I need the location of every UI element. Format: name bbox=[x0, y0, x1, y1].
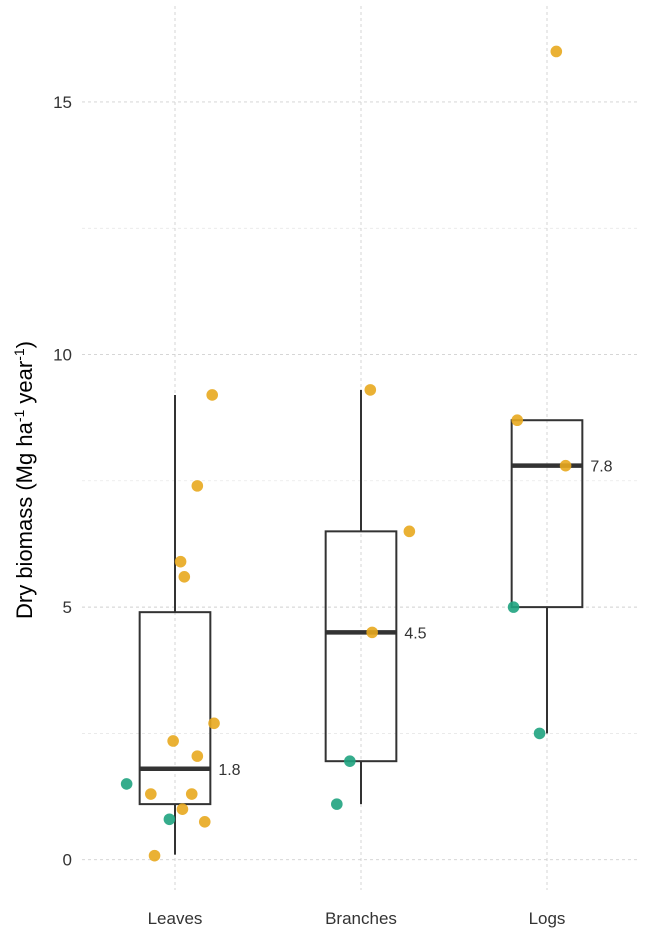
x-tick-label: Logs bbox=[529, 909, 566, 928]
data-point-logs bbox=[550, 45, 563, 58]
data-point-branches bbox=[366, 626, 378, 639]
y-axis-title-superscript-1: -1 bbox=[11, 409, 27, 422]
y-axis-title-part-3: ) bbox=[12, 341, 37, 348]
y-tick-label: 15 bbox=[53, 93, 72, 112]
data-point-logs bbox=[559, 459, 572, 472]
data-point-leaves bbox=[191, 750, 204, 762]
box-leaves bbox=[138, 611, 212, 806]
boxes bbox=[138, 389, 584, 855]
data-point-branches bbox=[403, 525, 416, 538]
data-point-leaves bbox=[198, 816, 211, 828]
box-branches bbox=[324, 530, 398, 763]
data-point-logs bbox=[511, 414, 524, 427]
y-axis-title-superscript-2: -1 bbox=[11, 348, 27, 361]
data-point-leaves bbox=[206, 389, 218, 401]
data-point-leaves bbox=[178, 571, 191, 583]
data-points bbox=[120, 45, 572, 862]
y-axis-title: Dry biomass (Mg ha-1 year-1) bbox=[11, 341, 37, 619]
box-logs bbox=[510, 419, 584, 609]
data-point-leaves bbox=[185, 788, 198, 800]
y-tick-label: 5 bbox=[63, 598, 72, 617]
data-point-branches bbox=[344, 755, 356, 767]
median-label-branches: 4.5 bbox=[404, 625, 426, 642]
x-tick-label: Leaves bbox=[148, 909, 203, 928]
data-point-leaves bbox=[208, 717, 220, 730]
data-point-leaves bbox=[148, 849, 161, 862]
y-tick-label: 10 bbox=[53, 346, 72, 365]
data-point-leaves bbox=[145, 788, 157, 800]
data-point-logs bbox=[533, 727, 546, 740]
median-label-leaves: 1.8 bbox=[218, 762, 240, 779]
data-point-leaves bbox=[163, 813, 176, 826]
labels: 0 5 10 15 Leaves Branches Logs 1.8 4.5 7.8 bbox=[53, 93, 613, 928]
data-point-leaves bbox=[120, 778, 133, 790]
data-point-logs bbox=[507, 601, 520, 613]
y-axis-title-part-2: year bbox=[12, 361, 37, 410]
data-point-branches bbox=[364, 384, 377, 396]
x-tick-label: Branches bbox=[325, 909, 397, 928]
y-tick-label: 0 bbox=[63, 851, 72, 870]
data-point-leaves bbox=[167, 735, 179, 747]
y-axis-title-part-1: Dry biomass (Mg ha bbox=[12, 421, 37, 619]
data-point-branches bbox=[331, 798, 343, 810]
data-point-leaves bbox=[191, 480, 204, 492]
data-point-leaves bbox=[176, 803, 189, 815]
data-point-leaves bbox=[174, 555, 187, 568]
median-label-logs: 7.8 bbox=[590, 459, 612, 476]
